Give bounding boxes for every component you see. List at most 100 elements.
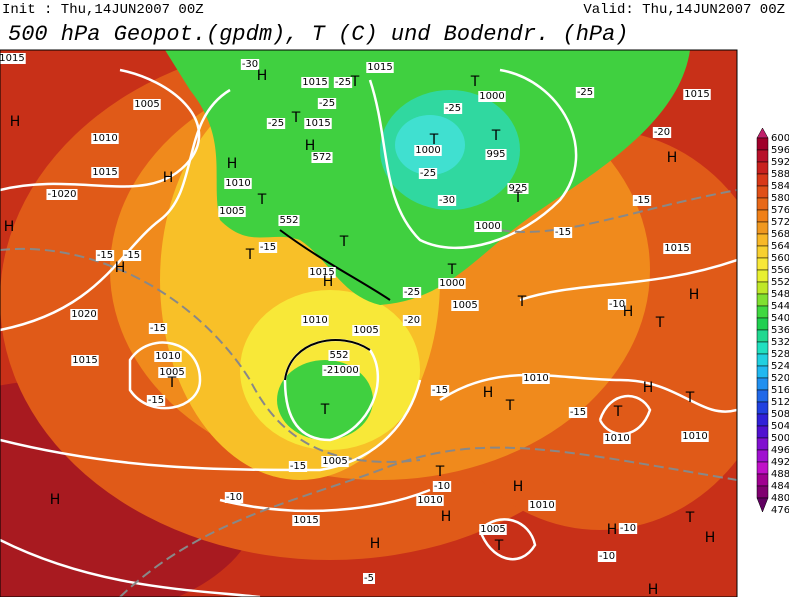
low-marker: T <box>613 404 623 420</box>
contour-label: 552 <box>329 350 348 361</box>
low-marker: T <box>447 262 457 278</box>
contour-label: 925 <box>508 183 527 194</box>
low-marker: T <box>435 464 445 480</box>
contour-label: -15 <box>570 407 586 418</box>
label-box <box>224 178 252 189</box>
contour-label: 1010 <box>302 315 327 326</box>
contour-label: 1015 <box>92 167 117 178</box>
contour-label: 1020 <box>71 309 96 320</box>
colorbar-box <box>756 149 769 163</box>
label-box <box>158 367 186 378</box>
contour-label: -15 <box>124 250 140 261</box>
contour-label: -15 <box>260 242 276 253</box>
colorbar-label: 512 <box>771 397 789 408</box>
colorbar-label: 556 <box>771 265 789 276</box>
label-box <box>430 385 450 396</box>
colorbar-box <box>756 305 769 319</box>
low-marker: T <box>350 74 360 90</box>
label-box <box>311 152 333 163</box>
contour-label: 1015 <box>293 515 318 526</box>
high-marker: H <box>705 530 716 546</box>
label-box <box>597 551 617 562</box>
label-box <box>363 573 375 584</box>
contour-label: 1015 <box>305 118 330 129</box>
contour-label: 1005 <box>353 325 378 336</box>
contour-label: 572 <box>312 152 331 163</box>
label-box <box>663 243 691 254</box>
label-box <box>432 481 452 492</box>
contour-label: -25 <box>404 287 420 298</box>
label-box <box>451 300 479 311</box>
contour-label: 1015 <box>302 77 327 88</box>
low-marker: T <box>245 247 255 263</box>
colorbar-label: 520 <box>771 373 789 384</box>
colorbar-label: 480 <box>771 493 789 504</box>
label-box <box>443 103 463 114</box>
label-box <box>322 365 360 376</box>
colorbar-label: 504 <box>771 421 789 432</box>
label-box <box>632 195 652 206</box>
contour-label: 1010 <box>417 495 442 506</box>
label-box <box>474 221 502 232</box>
label-box <box>328 350 350 361</box>
label-box <box>683 89 711 100</box>
colorbar-label: 568 <box>771 229 789 240</box>
label-box <box>437 195 457 206</box>
contour-label: 995 <box>486 149 505 160</box>
label-box <box>258 242 278 253</box>
colorbar-box <box>756 233 769 247</box>
colorbar-box <box>756 377 769 391</box>
low-marker: T <box>167 375 177 391</box>
colorbar-box <box>756 137 769 151</box>
map-frame <box>0 49 738 597</box>
label-box <box>438 278 466 289</box>
colorbar-label: 540 <box>771 313 789 324</box>
contour-label: -15 <box>97 250 113 261</box>
contour-label: 1005 <box>452 300 477 311</box>
label-box <box>402 315 422 326</box>
colorbar-box <box>756 389 769 403</box>
colorbar-label: 524 <box>771 361 789 372</box>
label-box <box>603 433 631 444</box>
colorbar-box <box>756 245 769 259</box>
high-marker: H <box>4 219 15 235</box>
contour-label: -10 <box>599 551 615 562</box>
contour-label: 1015 <box>0 53 25 64</box>
contour-label: -5 <box>364 573 374 584</box>
contour-label: 1010 <box>604 433 629 444</box>
low-marker: T <box>513 190 523 206</box>
colorbar-label: 536 <box>771 325 789 336</box>
colorbar-label: 564 <box>771 241 789 252</box>
high-marker: H <box>50 492 61 508</box>
label-box <box>681 431 709 442</box>
label-box <box>522 373 550 384</box>
label-box <box>485 149 507 160</box>
label-box <box>352 325 380 336</box>
contour-label: -25 <box>420 168 436 179</box>
colorbar-box <box>756 329 769 343</box>
label-box <box>70 309 98 320</box>
label-box <box>402 287 422 298</box>
colorbar-label: 596 <box>771 145 789 156</box>
contour-label: -25 <box>577 87 593 98</box>
colorbar-box <box>756 449 769 463</box>
contour-label: -30 <box>242 59 258 70</box>
colorbar-cap <box>756 127 769 139</box>
low-marker: T <box>685 390 695 406</box>
label-box <box>91 133 119 144</box>
label-box <box>301 315 329 326</box>
colorbar-label: 552 <box>771 277 789 288</box>
label-box <box>148 323 168 334</box>
colorbar-box <box>756 317 769 331</box>
label-box <box>607 299 627 310</box>
contour-label: -15 <box>432 385 448 396</box>
colorbar-label: 484 <box>771 481 789 492</box>
label-box <box>308 267 336 278</box>
colorbar-box <box>756 293 769 307</box>
label-box <box>301 77 329 88</box>
label-box <box>304 118 332 129</box>
colorbar-box <box>756 281 769 295</box>
colorbar-box <box>756 185 769 199</box>
colorbar-cap <box>756 497 769 513</box>
